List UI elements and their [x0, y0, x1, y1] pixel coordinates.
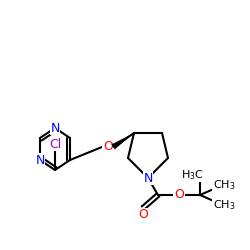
Text: CH$_3$: CH$_3$: [213, 178, 235, 192]
Text: Cl: Cl: [49, 138, 61, 150]
Text: N: N: [35, 154, 45, 166]
Text: O: O: [138, 208, 148, 222]
Text: O: O: [174, 188, 184, 202]
Text: N: N: [50, 122, 60, 134]
Polygon shape: [111, 133, 134, 150]
Text: H$_3$C: H$_3$C: [180, 168, 204, 182]
Text: CH$_3$: CH$_3$: [213, 198, 235, 212]
Text: O: O: [103, 140, 113, 153]
Text: N: N: [143, 172, 153, 184]
